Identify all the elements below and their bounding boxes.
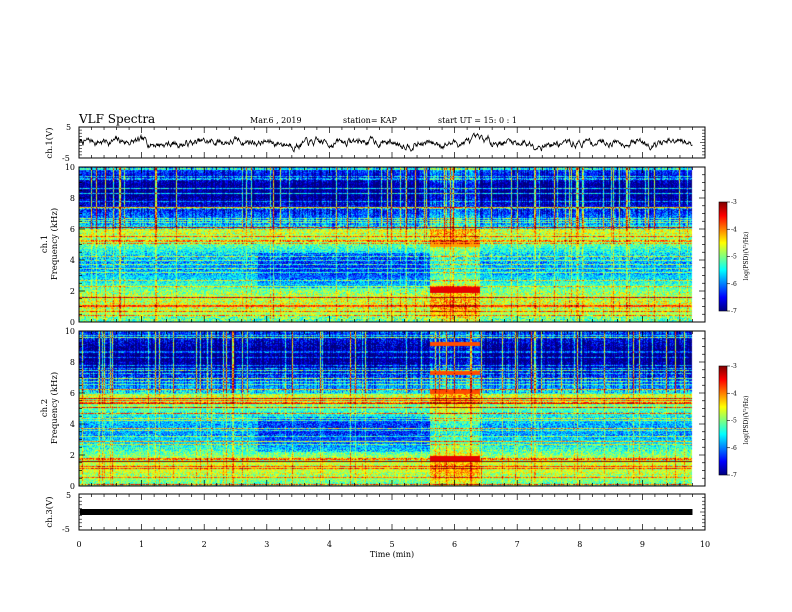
- ch2-spectrogram-panel: 0 2 4 6 8 10 ch.2 Frequency (kHz): [40, 327, 706, 491]
- ch1-colorbar-tick-label: -6: [731, 281, 737, 288]
- ch2-spectrogram-ytick-label: 6: [70, 389, 75, 398]
- ch1-spectrogram-image: [79, 167, 705, 322]
- ch1-spectrogram-ytick-label: 8: [70, 194, 75, 203]
- ch2-colorbar-tick-label: -4: [731, 390, 737, 397]
- time-axis-tick-label: 7: [515, 540, 520, 549]
- ch2-spectrogram-ytick-label: 0: [70, 482, 75, 491]
- ch1-spectrogram-ytick-label: 4: [70, 256, 75, 265]
- time-axis-tick-label: 4: [327, 540, 332, 549]
- ch2-colorbar-tick-label: -3: [731, 363, 737, 370]
- ch2-spectrogram-ytick-label: 2: [70, 451, 75, 460]
- ch3-ytick-bottom: -5: [62, 525, 70, 534]
- ch3-waveform-ticks: [78, 493, 706, 531]
- start-time-label: start UT = 15: 0 : 1: [438, 116, 517, 125]
- ch1-colorbar-ticks: -3 -4 -5 -6 -7: [727, 199, 737, 315]
- ch1-ytick-top: 5: [66, 123, 71, 132]
- time-axis-tick-label: 5: [389, 540, 394, 549]
- ch1-spectrogram-ylabel-frequency: Frequency (kHz): [49, 208, 60, 280]
- ch1-spectrogram-ytick-label: 0: [70, 318, 75, 327]
- ch3-waveform-trace: [80, 509, 693, 515]
- ch1-colorbar-tick-label: -5: [731, 254, 737, 261]
- ch3-waveform-ylabel: ch.3(V): [44, 496, 55, 527]
- ch1-colorbar-tick-label: -4: [731, 226, 737, 233]
- ch2-spectrogram-ylabel-frequency: Frequency (kHz): [49, 372, 60, 444]
- date-label: Mar.6 , 2019: [250, 116, 302, 125]
- ch2-colorbar-tick-label: -7: [731, 472, 737, 479]
- ch1-spectrogram-ytick-label: 10: [65, 163, 75, 172]
- ch1-waveform-ylabel: ch.1(V): [44, 127, 55, 158]
- time-axis-tick-label: 0: [76, 540, 81, 549]
- ch1-ytick-bottom: -5: [62, 154, 70, 163]
- time-axis-label: Time (min): [370, 550, 414, 559]
- ch1-colorbar: -3 -4 -5 -6 -7 log(PSD)(V²/Hz): [718, 199, 750, 315]
- ch2-colorbar: -3 -4 -5 -6 -7 log(PSD)(V²/Hz): [718, 363, 750, 479]
- ch1-waveform-trace: [78, 132, 693, 153]
- ch2-spectrogram-image: [79, 331, 705, 486]
- ch2-colorbar-label: log(PSD)(V²/Hz): [743, 396, 750, 445]
- ch3-waveform-panel: 5 -5 ch.3(V) 0 1 2 3 4 5 6 7 8 9 10 Time (min): [44, 491, 710, 559]
- time-axis-tick-label: 2: [202, 540, 207, 549]
- ch3-ytick-top: 5: [66, 491, 71, 500]
- ch1-waveform-panel: 5 -5 ch.1(V): [44, 123, 706, 163]
- ch2-spectrogram-ytick-labels: 0 2 4 6 8 10: [65, 327, 75, 491]
- time-axis-tick-labels: 0 1 2 3 4 5 6 7 8 9 10: [76, 540, 710, 549]
- ch1-colorbar-gradient: [718, 201, 728, 312]
- ch1-spectrogram-panel: 0 2 4 6 8 10 ch.1 Frequency (kHz): [40, 163, 706, 327]
- ch1-spectrogram-ticks: [78, 166, 706, 323]
- ch1-waveform-ticks: [78, 126, 706, 159]
- ch1-colorbar-tick-label: -7: [731, 308, 737, 315]
- time-axis-tick-label: 1: [139, 540, 144, 549]
- ch2-colorbar-ticks: -3 -4 -5 -6 -7: [727, 363, 737, 479]
- ch1-spectrogram-ytick-label: 6: [70, 225, 75, 234]
- time-axis-tick-label: 10: [700, 540, 710, 549]
- station-label: station= KAP: [343, 116, 398, 125]
- ch2-colorbar-tick-label: -6: [731, 445, 737, 452]
- ch1-spectrogram-ylabel-channel: ch.1: [40, 235, 50, 253]
- ch1-colorbar-label: log(PSD)(V²/Hz): [743, 232, 750, 281]
- time-axis-tick-label: 8: [577, 540, 582, 549]
- time-axis-tick-label: 3: [264, 540, 269, 549]
- ch2-spectrogram-ytick-label: 10: [65, 327, 75, 336]
- ch2-spectrogram-ytick-label: 8: [70, 358, 75, 367]
- figure-title: VLF Spectra: [78, 112, 155, 126]
- ch1-spectrogram-ytick-labels: 0 2 4 6 8 10: [65, 163, 75, 327]
- ch2-spectrogram-ytick-label: 4: [70, 420, 75, 429]
- time-axis-tick-label: 9: [640, 540, 645, 549]
- ch2-spectrogram-ticks: [78, 330, 706, 487]
- ch1-colorbar-tick-label: -3: [731, 199, 737, 206]
- ch1-spectrogram-ytick-label: 2: [70, 287, 75, 296]
- ch2-colorbar-tick-label: -5: [731, 418, 737, 425]
- ch2-spectrogram-ylabel-channel: ch.2: [40, 399, 50, 417]
- ch2-colorbar-gradient: [718, 365, 728, 476]
- time-axis-tick-label: 6: [452, 540, 457, 549]
